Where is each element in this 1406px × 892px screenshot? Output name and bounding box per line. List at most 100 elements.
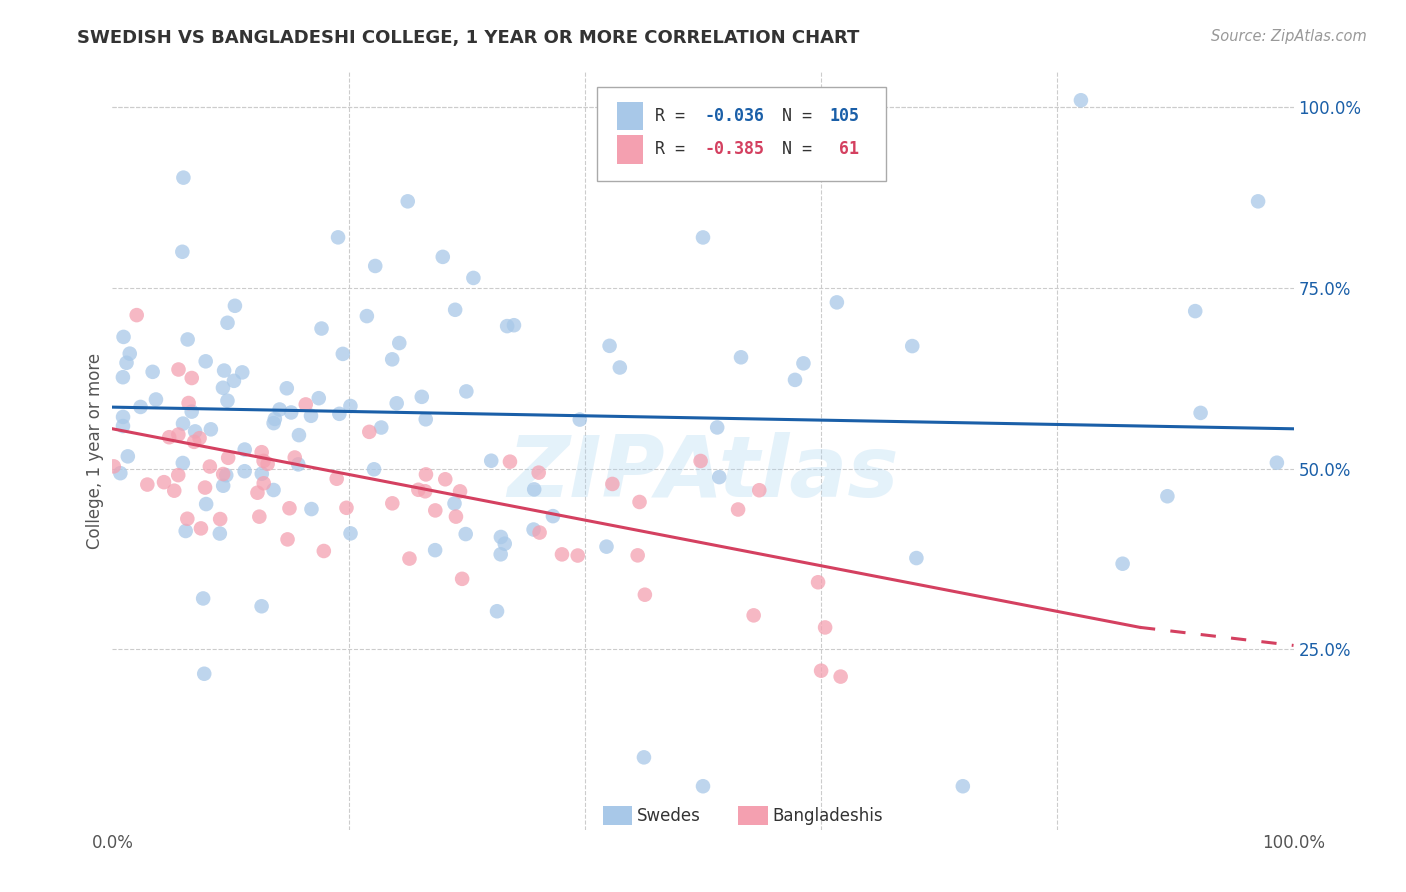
Text: Bangladeshis: Bangladeshis: [773, 807, 883, 825]
Point: [145, 392, 167, 407]
Point: [312, 544, 335, 558]
Point: [627, 549, 650, 563]
Point: [396, 194, 419, 209]
Point: [188, 431, 211, 445]
Point: [901, 339, 924, 353]
Point: [176, 333, 198, 347]
Point: [190, 521, 212, 535]
Point: [129, 400, 152, 414]
Point: [792, 356, 814, 370]
Point: [284, 450, 307, 465]
Point: [830, 670, 852, 684]
Point: [117, 450, 139, 464]
Point: [529, 525, 551, 540]
Point: [595, 540, 617, 554]
Point: [301, 502, 323, 516]
Point: [212, 363, 235, 377]
Point: [1184, 304, 1206, 318]
FancyBboxPatch shape: [603, 806, 633, 825]
Point: [112, 409, 135, 424]
Point: [385, 396, 408, 410]
Point: [339, 399, 361, 413]
Point: [432, 250, 454, 264]
Point: [434, 472, 457, 486]
Point: [609, 360, 631, 375]
Point: [263, 412, 285, 426]
Point: [408, 483, 430, 497]
Point: [212, 467, 235, 481]
Point: [602, 477, 624, 491]
Point: [810, 664, 832, 678]
Point: [599, 339, 621, 353]
Point: [952, 779, 974, 793]
Point: [381, 496, 404, 510]
Point: [568, 412, 591, 426]
Point: [905, 551, 928, 566]
Text: Source: ZipAtlas.com: Source: ZipAtlas.com: [1211, 29, 1367, 44]
Point: [463, 271, 485, 285]
Point: [233, 442, 256, 457]
Point: [1247, 194, 1270, 209]
Point: [388, 336, 411, 351]
Y-axis label: College, 1 year or more: College, 1 year or more: [86, 352, 104, 549]
Point: [212, 479, 235, 493]
Point: [250, 445, 273, 459]
Point: [359, 425, 381, 439]
Point: [1156, 489, 1178, 503]
Point: [163, 483, 186, 498]
Point: [783, 373, 806, 387]
Point: [200, 422, 222, 436]
Point: [443, 496, 465, 510]
Point: [825, 295, 848, 310]
Point: [125, 308, 148, 322]
FancyBboxPatch shape: [738, 806, 768, 825]
Point: [110, 466, 132, 480]
Text: -0.036: -0.036: [704, 107, 765, 125]
Point: [451, 572, 474, 586]
Point: [1189, 406, 1212, 420]
Point: [730, 351, 752, 365]
Point: [332, 347, 354, 361]
Point: [689, 454, 711, 468]
Point: [628, 495, 651, 509]
Text: R =: R =: [655, 140, 695, 159]
Point: [111, 419, 134, 434]
Point: [325, 472, 347, 486]
Point: [742, 608, 765, 623]
Point: [183, 434, 205, 449]
Point: [364, 259, 387, 273]
Point: [356, 309, 378, 323]
Text: ZIPAtlas: ZIPAtlas: [508, 432, 898, 515]
Point: [195, 497, 218, 511]
Text: SWEDISH VS BANGLADESHI COLLEGE, 1 YEAR OR MORE CORRELATION CHART: SWEDISH VS BANGLADESHI COLLEGE, 1 YEAR O…: [77, 29, 859, 46]
Point: [299, 409, 322, 423]
Point: [198, 459, 221, 474]
Point: [287, 458, 309, 472]
Point: [194, 481, 217, 495]
Point: [142, 365, 165, 379]
Text: N =: N =: [782, 140, 823, 159]
Point: [277, 533, 299, 547]
Point: [727, 502, 749, 516]
Point: [1070, 93, 1092, 107]
Point: [263, 416, 285, 430]
Point: [489, 547, 512, 561]
Point: [177, 396, 200, 410]
Point: [454, 527, 477, 541]
Point: [209, 512, 232, 526]
Point: [233, 464, 256, 478]
Point: [425, 503, 447, 517]
Point: [499, 455, 522, 469]
Point: [180, 404, 202, 418]
Point: [157, 430, 180, 444]
FancyBboxPatch shape: [596, 87, 886, 181]
Point: [449, 484, 471, 499]
Point: [398, 551, 420, 566]
Point: [280, 405, 302, 419]
Point: [217, 316, 239, 330]
Point: [807, 575, 830, 590]
Text: Swedes: Swedes: [637, 807, 700, 825]
Point: [176, 512, 198, 526]
Point: [328, 407, 350, 421]
Point: [486, 604, 509, 618]
